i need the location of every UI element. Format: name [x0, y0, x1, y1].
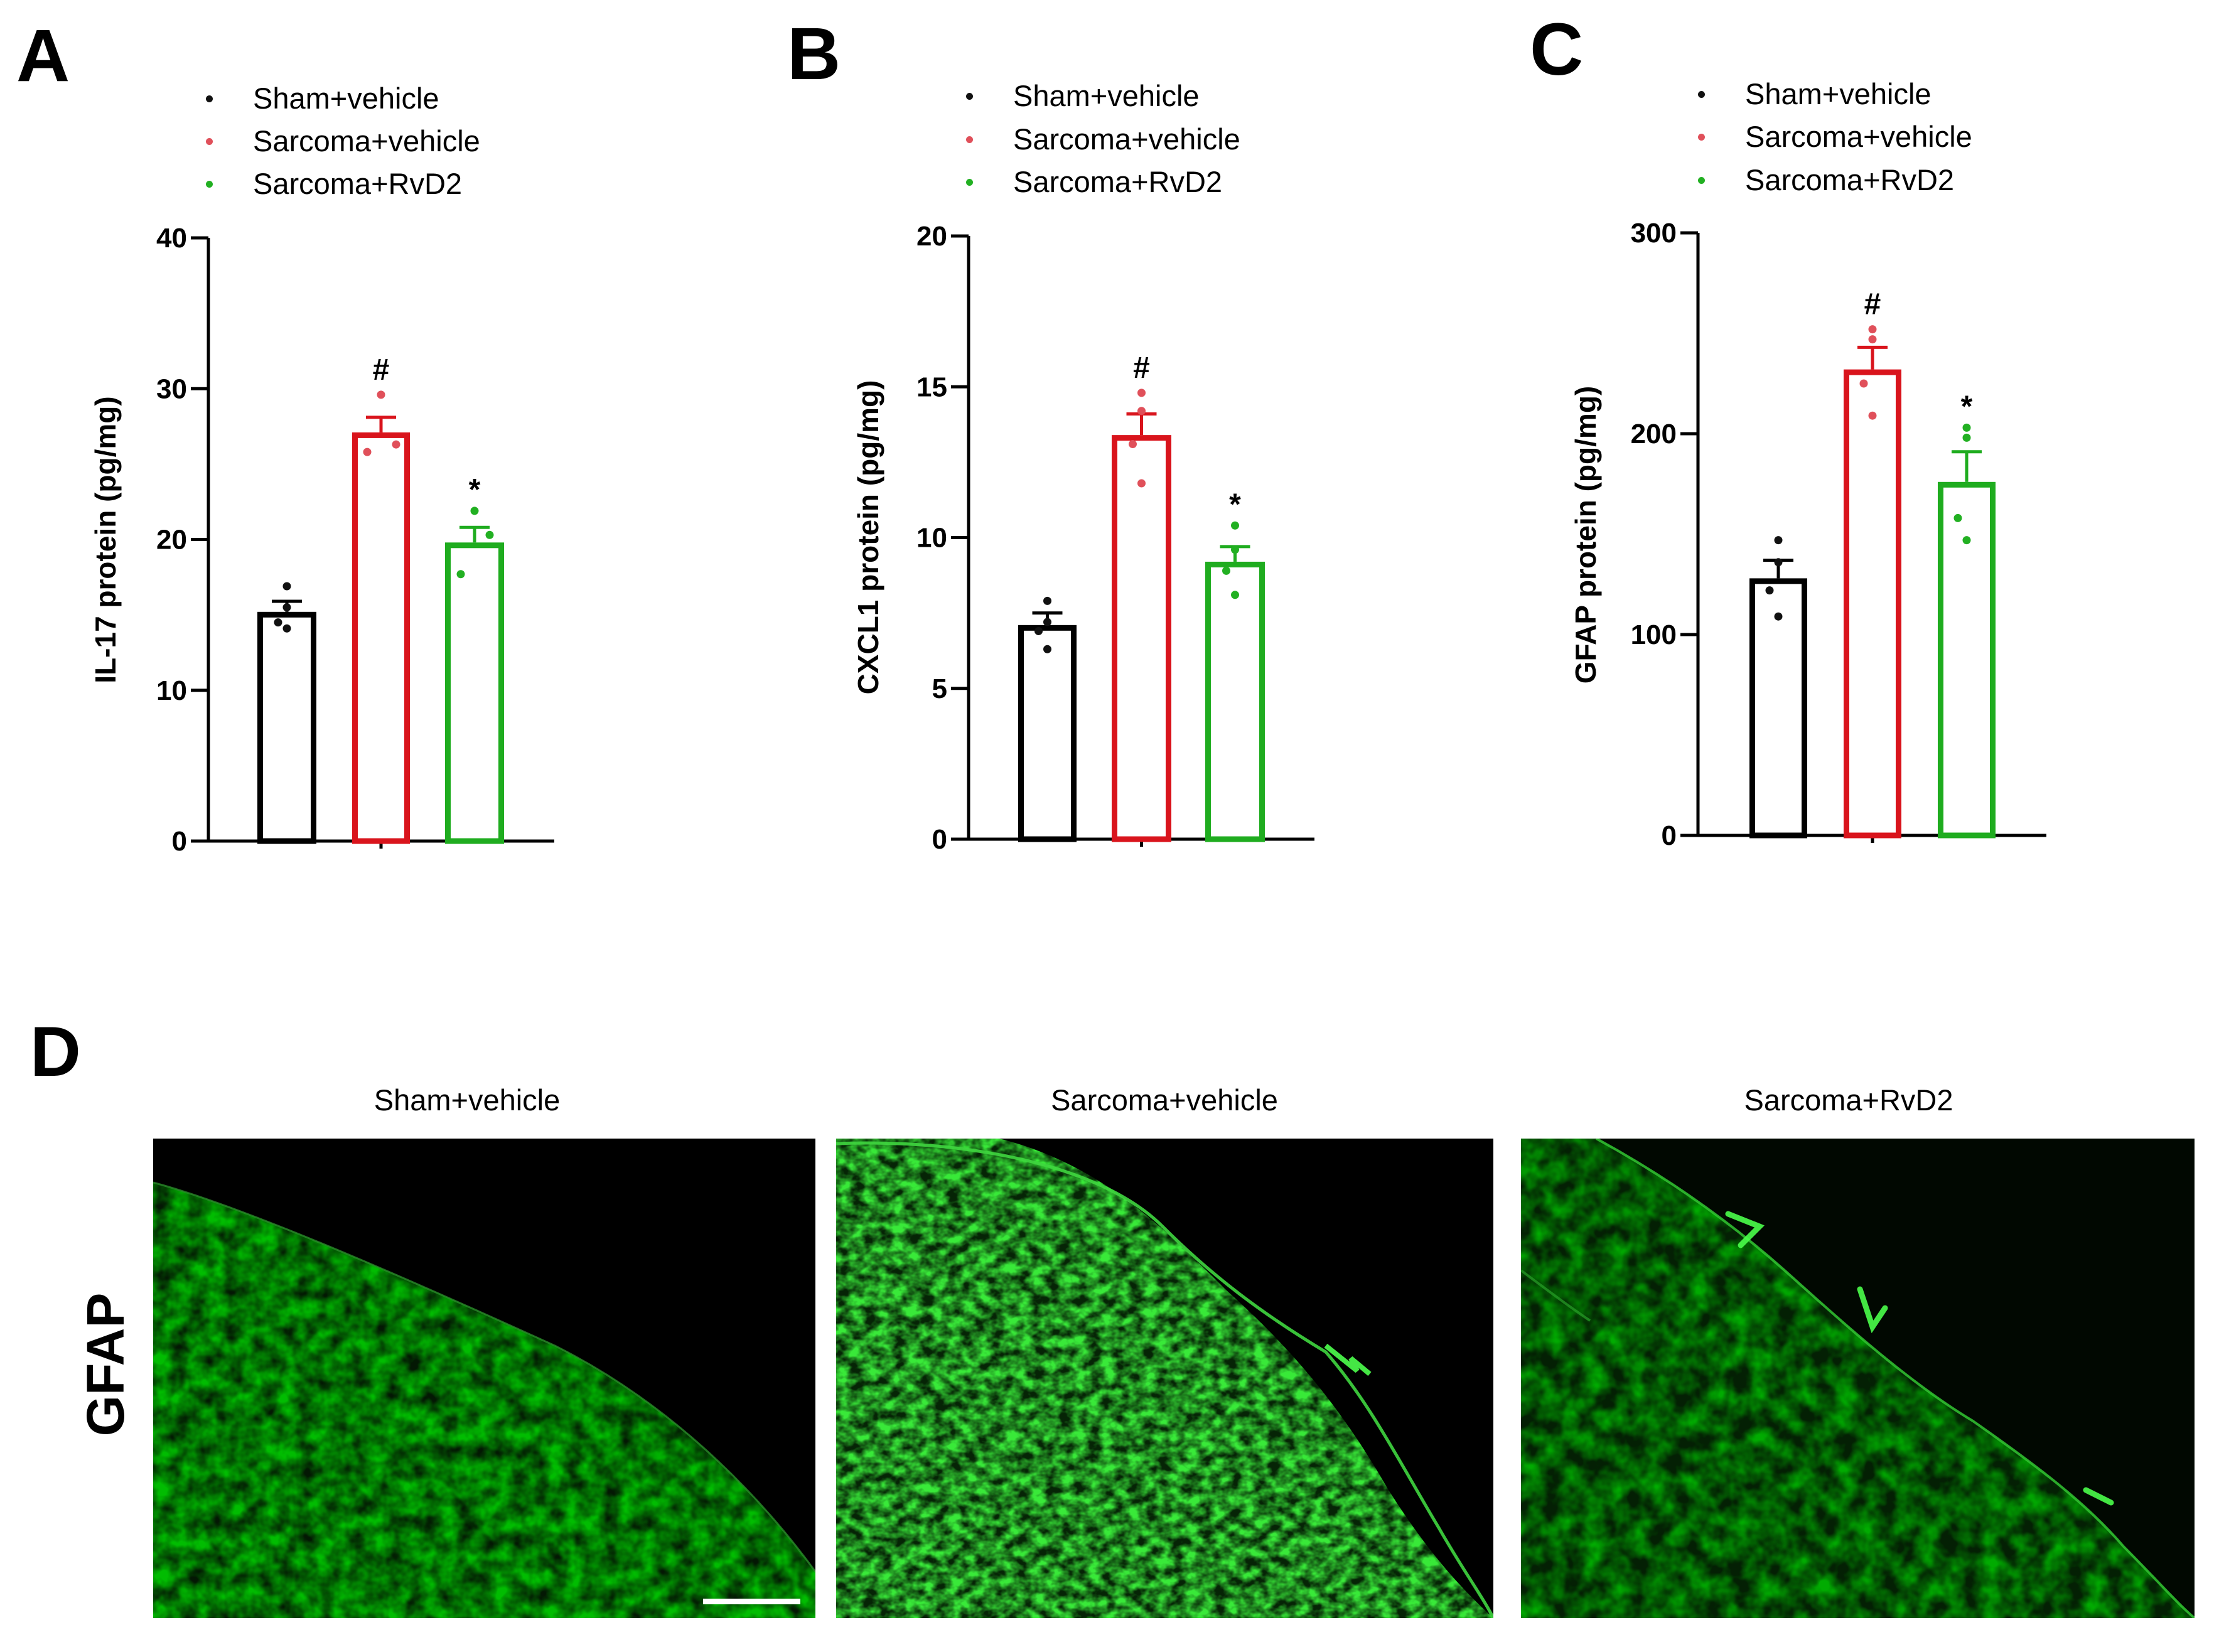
- y-tick-label: 100: [1631, 620, 1677, 650]
- data-point: [1034, 626, 1043, 635]
- data-point: [1868, 411, 1877, 420]
- fluorescence-image: [153, 1139, 815, 1618]
- data-point: [274, 618, 282, 627]
- data-point: [1137, 389, 1146, 397]
- data-point: [363, 448, 372, 456]
- data-point: [1231, 591, 1239, 599]
- data-point: [1774, 558, 1783, 567]
- legend-dot-icon: [966, 136, 973, 143]
- legend-dot-icon: [206, 95, 213, 102]
- micrograph-sarcoma-rvd2: [1521, 1139, 2195, 1618]
- bar: [1018, 625, 1077, 842]
- bar: [352, 432, 410, 844]
- data-point: [456, 570, 465, 579]
- data-point: [1774, 612, 1783, 621]
- legend-dot-icon: [1698, 91, 1705, 98]
- panel-letter-b: B: [787, 13, 841, 95]
- data-point: [1231, 545, 1239, 554]
- micrograph-sham-vehicle: [153, 1139, 815, 1618]
- data-point: [485, 530, 494, 539]
- legend-label: Sarcoma+vehicle: [1013, 122, 1240, 156]
- row-label-gfap: GFAP: [76, 1292, 135, 1437]
- legend-label: Sham+vehicle: [1745, 77, 1932, 110]
- data-point: [1129, 440, 1137, 449]
- data-point: [1043, 645, 1051, 653]
- data-point: [1859, 379, 1868, 388]
- data-point: [1962, 433, 1971, 442]
- data-point: [1043, 596, 1051, 605]
- y-tick-label: 40: [156, 223, 187, 254]
- data-point: [392, 440, 400, 449]
- bar: [1749, 578, 1807, 839]
- significance-star: *: [469, 473, 481, 507]
- legend-dot-icon: [206, 181, 213, 188]
- scale-bar: [703, 1599, 800, 1604]
- bar: [1844, 369, 1901, 839]
- bar: [257, 611, 316, 844]
- y-tick-label: 30: [156, 373, 187, 404]
- y-tick-label: 20: [916, 221, 947, 252]
- legend-label: Sarcoma+RvD2: [253, 167, 463, 200]
- y-tick-label: 10: [916, 523, 947, 554]
- data-point: [1953, 513, 1962, 522]
- data-point: [1765, 586, 1774, 595]
- data-point: [1137, 479, 1146, 488]
- panel-letter-d: D: [30, 1012, 81, 1091]
- panel-letter-c: C: [1530, 8, 1584, 91]
- y-tick-label: 5: [932, 673, 947, 704]
- data-point: [282, 603, 291, 612]
- legend-dot-icon: [966, 179, 973, 186]
- fluorescence-image: [836, 1139, 1493, 1618]
- bar: [1112, 435, 1171, 842]
- significance-hash: #: [1864, 288, 1881, 321]
- significance-star: *: [1961, 390, 1973, 423]
- micrograph-title-sham: Sham+vehicle: [373, 1083, 561, 1117]
- data-point: [1231, 521, 1239, 530]
- significance-hash: #: [373, 353, 390, 387]
- micrograph-title-sarcoma-vehicle: Sarcoma+vehicle: [1051, 1083, 1278, 1117]
- fluorescence-image: [1521, 1139, 2195, 1618]
- legend-label: Sarcoma+RvD2: [1013, 165, 1223, 198]
- data-point: [1962, 536, 1971, 545]
- data-point: [282, 624, 291, 633]
- y-tick-label: 0: [172, 826, 187, 857]
- data-point: [1043, 618, 1051, 626]
- data-point: [377, 390, 385, 399]
- data-point: [1868, 325, 1877, 334]
- data-point: [470, 507, 479, 515]
- legend-dot-icon: [206, 138, 213, 145]
- y-tick-label: 20: [156, 525, 187, 555]
- legend-label: Sarcoma+RvD2: [1745, 163, 1955, 196]
- data-point: [1868, 335, 1877, 344]
- legend-label: Sarcoma+vehicle: [1745, 120, 1972, 153]
- significance-star: *: [1229, 488, 1241, 521]
- y-tick-label: 200: [1631, 419, 1677, 449]
- data-point: [1222, 566, 1230, 575]
- data-point: [1774, 536, 1783, 545]
- bar: [445, 542, 504, 844]
- micrograph-title-sarcoma-rvd2: Sarcoma+RvD2: [1744, 1083, 1953, 1117]
- y-tick-label: 300: [1631, 218, 1677, 249]
- legend-label: Sham+vehicle: [253, 82, 439, 115]
- legend-dot-icon: [1698, 134, 1705, 141]
- data-point: [1962, 423, 1971, 432]
- y-tick-label: 0: [932, 824, 947, 855]
- legend-dot-icon: [1698, 177, 1705, 184]
- y-tick-label: 10: [156, 675, 187, 706]
- y-tick-label: 0: [1662, 820, 1677, 851]
- micrograph-sarcoma-vehicle: [836, 1139, 1493, 1618]
- data-point: [1137, 407, 1146, 416]
- significance-hash: #: [1133, 351, 1150, 385]
- legend-dot-icon: [966, 93, 973, 100]
- y-tick-label: 15: [916, 372, 947, 402]
- legend-label: Sham+vehicle: [1013, 79, 1200, 112]
- data-point: [282, 582, 291, 591]
- legend-label: Sarcoma+vehicle: [253, 124, 480, 158]
- panel-letter-a: A: [16, 14, 70, 97]
- bar: [1205, 561, 1265, 842]
